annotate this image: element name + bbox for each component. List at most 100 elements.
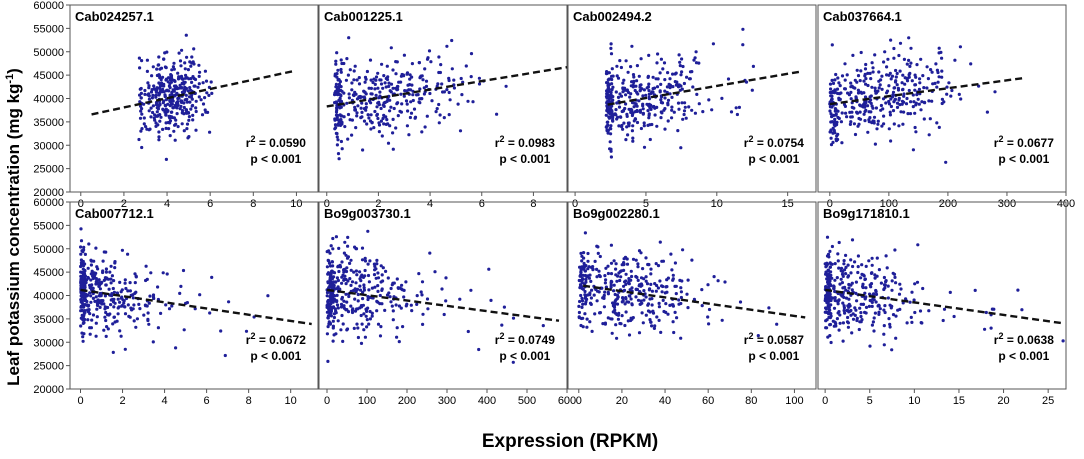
data-point [421,312,425,316]
data-point [847,286,851,290]
data-point [870,323,875,327]
data-point [162,57,166,61]
data-point [907,88,911,93]
data-point [917,102,921,106]
data-point [660,290,664,294]
data-point [161,127,165,131]
data-point [638,290,642,294]
data-point [328,322,332,326]
panel-title: Cab002494.2 [573,9,652,24]
data-point [356,292,360,297]
data-point [897,124,901,128]
data-point [399,110,403,114]
data-point [608,140,612,144]
data-point [609,52,614,56]
data-point [936,80,940,84]
data-point [86,293,90,297]
data-point [142,313,146,317]
data-point [897,292,902,296]
data-point [174,346,178,350]
data-point [910,320,914,324]
data-point [880,124,884,128]
data-point [339,305,344,309]
data-point [361,297,365,301]
data-point [685,75,689,79]
data-point [655,105,659,109]
data-point [353,108,357,112]
data-point [325,250,329,254]
data-point [648,297,652,301]
data-point [683,105,687,109]
data-point [578,279,582,283]
data-point [874,292,879,296]
data-point [112,305,116,309]
data-point [681,64,685,69]
data-point [920,100,924,104]
data-point [165,110,169,114]
data-point [665,285,669,289]
data-point [325,265,329,269]
data-point [158,92,162,96]
data-point [368,259,372,263]
data-point [829,303,833,307]
data-point [344,282,348,286]
data-point [361,290,365,294]
data-point [872,316,876,320]
data-point [359,116,363,120]
data-point [651,90,655,94]
data-point [629,269,633,273]
data-point [144,304,148,308]
data-point [391,131,395,135]
y-tick-label: 40000 [33,291,64,303]
data-point [168,119,173,123]
data-point [614,108,618,112]
data-point [651,105,655,109]
data-point [422,86,426,90]
data-point [588,291,592,295]
data-point [872,115,877,119]
data-point [879,103,884,108]
data-point [835,134,839,138]
data-point [631,257,636,261]
data-point [849,97,853,101]
data-point [359,341,364,345]
data-point [609,46,613,51]
data-point [935,85,939,89]
data-point [895,105,900,109]
data-point [334,126,338,130]
data-point [870,271,874,275]
data-point [444,276,448,280]
data-point [83,268,87,273]
data-point [593,312,597,316]
data-point [387,81,391,85]
data-point [386,141,391,145]
data-point [894,314,898,318]
data-point [875,127,879,131]
data-point [652,86,657,90]
data-point [366,273,371,278]
data-point [624,102,628,106]
data-point [157,55,161,59]
data-point [869,77,873,81]
data-point [388,89,392,93]
data-point [615,279,619,283]
r-squared-label: r2 = 0.0677 [994,134,1054,150]
data-point [391,309,395,313]
p-value-label: p < 0.001 [250,152,301,166]
data-point [660,259,664,263]
data-point [641,107,645,111]
data-point [150,74,154,78]
data-point [371,80,375,85]
data-point [193,84,197,88]
data-point [353,287,357,291]
trend-line [824,288,1062,325]
data-point [369,113,373,117]
data-point [161,75,165,79]
data-point [642,124,646,128]
data-point [340,114,344,118]
data-point [629,297,633,301]
data-point [897,53,901,58]
data-point [79,324,83,328]
